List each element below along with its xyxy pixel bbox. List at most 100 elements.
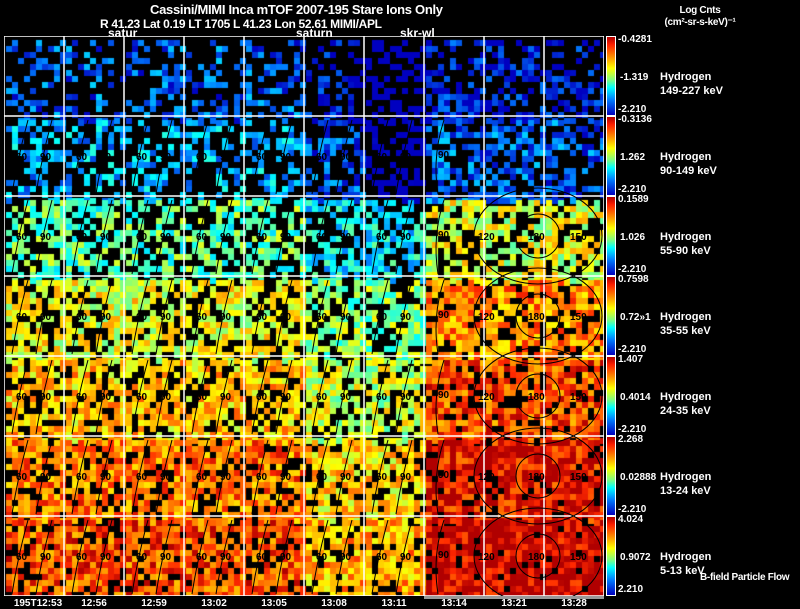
contour-label: 60 (76, 472, 88, 483)
contour-line (335, 119, 353, 195)
contour-label: 90 (280, 232, 292, 243)
contour-line (35, 359, 53, 435)
contour-label: 180 (528, 472, 545, 483)
contour-label: 90 (160, 392, 172, 403)
contour-label: 90 (100, 312, 112, 323)
contour-label: 60 (76, 552, 88, 563)
contour-label: 90 (220, 232, 232, 243)
contour-label: 60 (196, 552, 208, 563)
contour-label: 60 (76, 392, 88, 403)
contour-label: 150 (570, 232, 587, 243)
contour-label: 90 (340, 232, 352, 243)
contour-label: 90 (100, 472, 112, 483)
contour-label: 150 (570, 472, 587, 483)
contour-line (215, 519, 233, 595)
contour-label: 90 (340, 152, 352, 163)
contour-line (35, 279, 53, 355)
colorbar-mid: 0.72»1 (620, 312, 651, 323)
contour-line (275, 119, 293, 195)
heatmap-grid: 60 90 60 90 60 90 60 90 60 90 60 90 60 90 90 60 90 60 90 60… (4, 36, 604, 596)
contour-label: 60 (316, 152, 328, 163)
contour-label: 60 (196, 392, 208, 403)
contour-line (435, 279, 445, 355)
contour-line (435, 359, 445, 435)
contour-label: 60 (256, 392, 268, 403)
contour-label: 60 (136, 552, 148, 563)
contour-label: 60 (376, 312, 388, 323)
contour-line (371, 279, 389, 355)
energy-label: 35-55 keV (660, 325, 711, 337)
contour-label: 90 (40, 312, 52, 323)
contour-label: 60 (16, 232, 28, 243)
contour-label: 90 (40, 552, 52, 563)
contour-line (155, 279, 173, 355)
contour-line (251, 279, 269, 355)
contour-label: 60 (196, 472, 208, 483)
contour-label: 90 (340, 392, 352, 403)
contour-label: 60 (256, 472, 268, 483)
contour-line (435, 439, 445, 515)
contour-label: 90 (400, 392, 412, 403)
contour-line (311, 279, 329, 355)
contour-label: 120 (478, 392, 495, 403)
contour-line (35, 439, 53, 515)
contour-label: 180 (528, 312, 545, 323)
contour-label: 60 (316, 312, 328, 323)
colorbar-max: 0.1589 (618, 194, 649, 205)
contour-label: 60 (256, 552, 268, 563)
contour-line (395, 359, 413, 435)
contour-line (371, 359, 389, 435)
contour-line (215, 279, 233, 355)
time-label: 13:05 (261, 598, 287, 609)
contour-line (131, 199, 149, 275)
contour-line (371, 439, 389, 515)
contour-label: 90 (100, 552, 112, 563)
row-label: Hydrogen 5-13 keV (660, 550, 711, 578)
colorbar (606, 436, 616, 516)
contour-line (155, 119, 173, 195)
colorbar-mid: 1.026 (620, 232, 646, 243)
contour-label: 90 (40, 472, 52, 483)
contour-line (311, 439, 329, 515)
contour-label: 60 (16, 392, 28, 403)
contour-line (191, 199, 209, 275)
time-label: 13:21 (501, 598, 527, 609)
contour-label: 60 (16, 312, 28, 323)
contour-label: 90 (220, 472, 232, 483)
contour-label: 60 (376, 232, 388, 243)
energy-label: 5-13 keV (660, 565, 705, 577)
time-label: 13:08 (321, 598, 347, 609)
contour-line (191, 519, 209, 595)
colorbar-min: -2.210 (618, 104, 647, 115)
contour-label: 90 (280, 552, 292, 563)
contour-line (71, 359, 89, 435)
contour-line (215, 119, 233, 195)
contour-label: 90 (220, 392, 232, 403)
colorbar-title: Log Cnts (679, 5, 721, 16)
contour-ellipse (473, 507, 603, 596)
contour-line (435, 519, 445, 595)
contour-label: 90 (400, 472, 412, 483)
contour-circle (515, 453, 561, 499)
contour-label: 60 (316, 232, 328, 243)
contour-label: 60 (316, 552, 328, 563)
contour-label: 90 (438, 230, 450, 241)
contour-line (155, 199, 173, 275)
contour-line (71, 279, 89, 355)
contour-ellipse (473, 347, 603, 445)
contour-label: 90 (438, 310, 450, 321)
colorbar-max: -0.3136 (618, 114, 652, 125)
contour-circle (515, 213, 561, 259)
colorbar-mid: 0.02888 (620, 472, 657, 483)
colorbar-max: 1.407 (618, 354, 644, 365)
row-label: Hydrogen 35-55 keV (660, 310, 711, 338)
colorbar-min: -2.210 (618, 184, 647, 195)
contour-line (251, 199, 269, 275)
chart-title: Cassini/MIMI Inca mTOF 2007-195 Stare Io… (150, 2, 443, 17)
contour-circle (515, 533, 561, 579)
contour-label: 90 (100, 392, 112, 403)
contour-label: 90 (160, 472, 172, 483)
contour-line (95, 519, 113, 595)
contour-label: 90 (438, 470, 450, 481)
contour-label: 60 (196, 152, 208, 163)
